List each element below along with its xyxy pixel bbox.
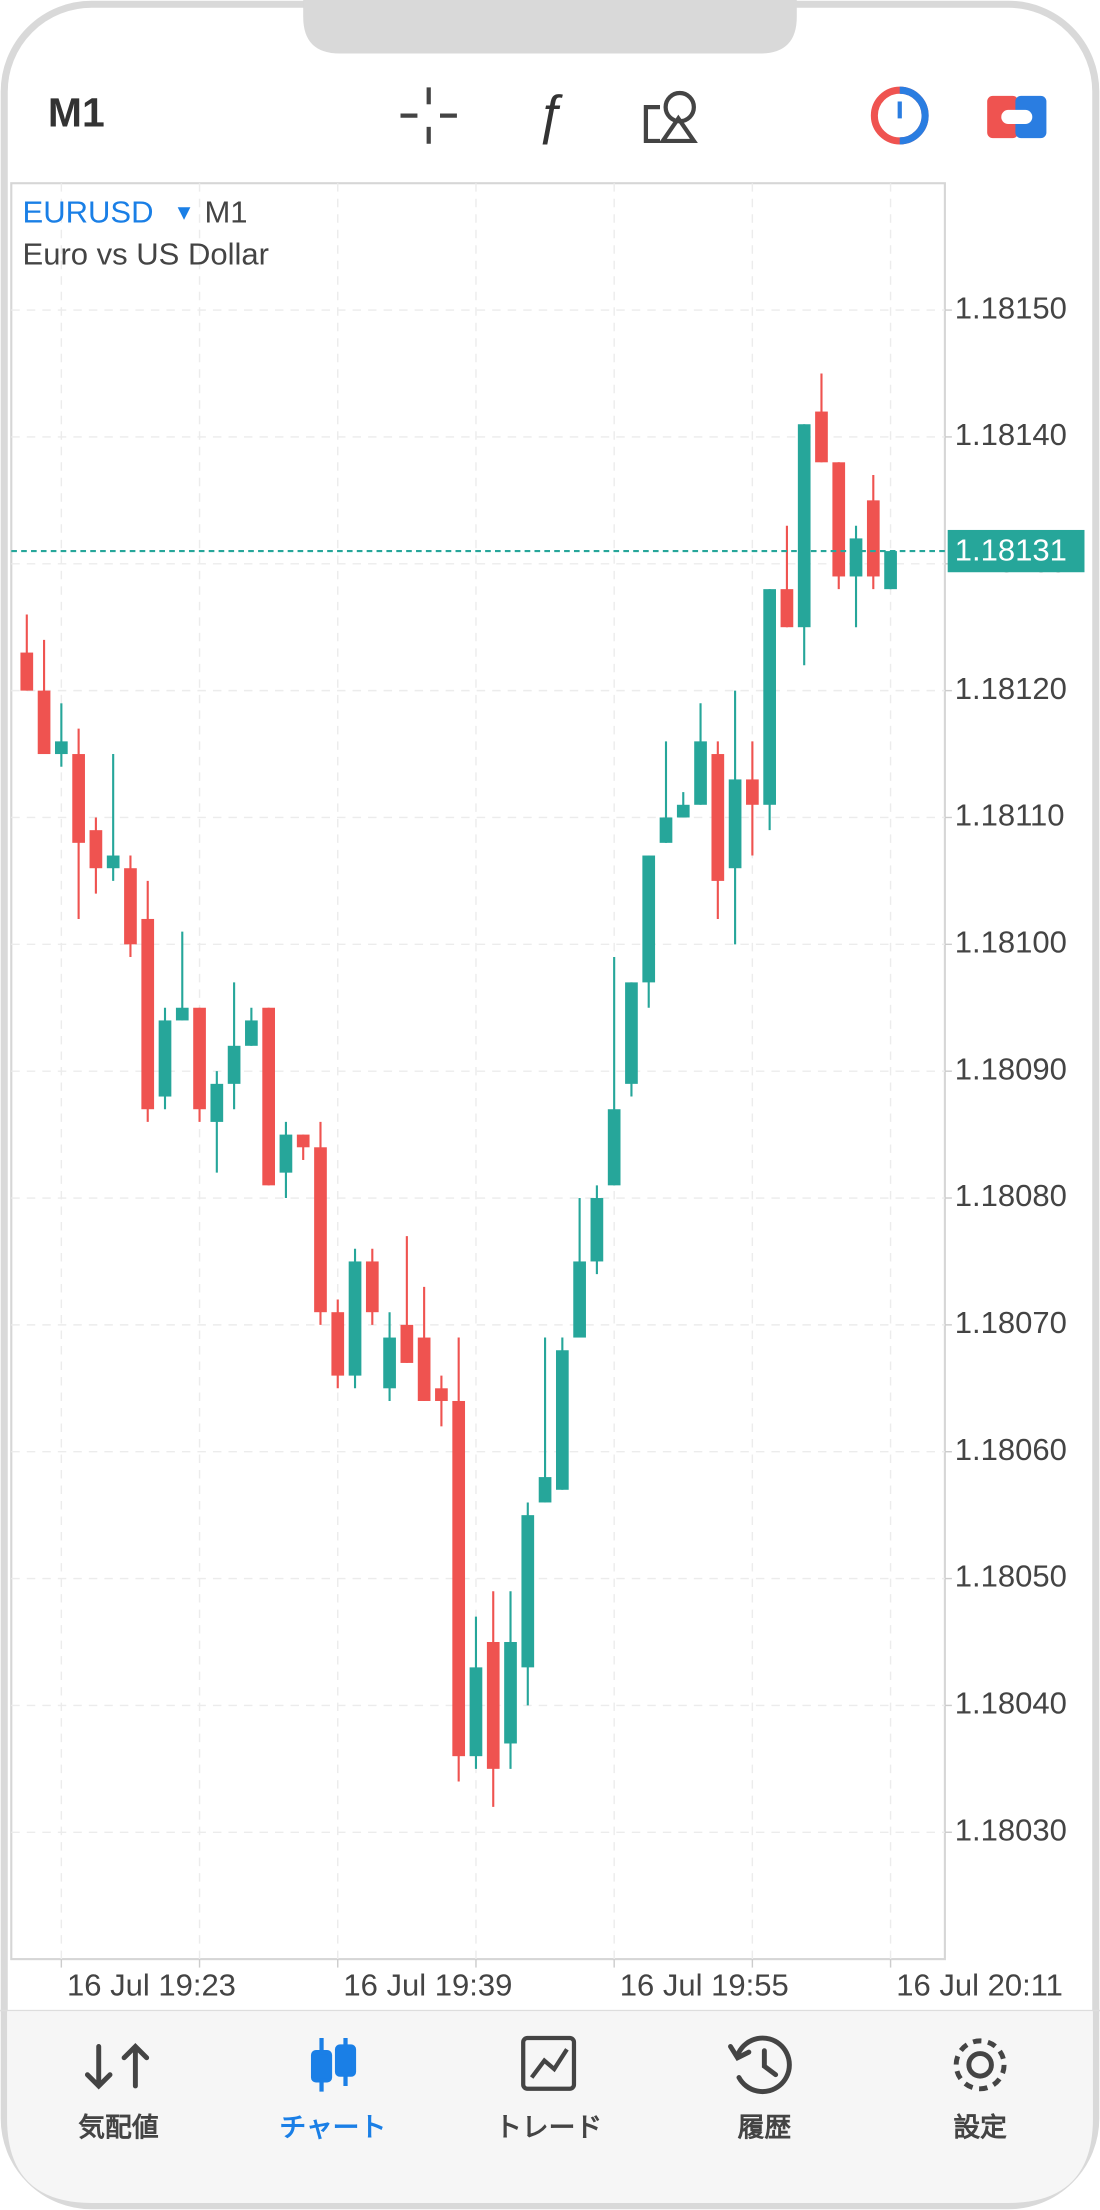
candle-body xyxy=(89,830,103,869)
candle-body xyxy=(245,1020,258,1046)
candle-body xyxy=(884,551,897,590)
candle-body xyxy=(815,411,828,463)
candle-body xyxy=(469,1667,483,1757)
notch xyxy=(303,0,797,54)
symbol-dropdown-arrow[interactable] xyxy=(177,207,191,220)
current-price-label: 1.18131 xyxy=(955,533,1067,568)
y-tick-label: 1.18150 xyxy=(955,290,1067,325)
y-tick-label: 1.18050 xyxy=(955,1559,1067,1594)
candle-body xyxy=(314,1147,327,1313)
tab-bar xyxy=(7,2011,1093,2203)
y-tick-label: 1.18030 xyxy=(955,1812,1067,1847)
candle-body xyxy=(193,1007,206,1110)
y-tick-label: 1.18140 xyxy=(955,417,1067,452)
candle-body xyxy=(262,1007,275,1186)
candle-body xyxy=(55,741,68,755)
candle-body xyxy=(832,462,846,577)
candle-body xyxy=(124,868,137,945)
candle-body xyxy=(365,1261,379,1313)
tab-label[interactable]: トレード xyxy=(495,2113,602,2143)
candle-body xyxy=(573,1261,586,1338)
candle-body xyxy=(590,1198,604,1262)
candle-body xyxy=(642,855,656,983)
candle-body xyxy=(780,589,794,628)
candle-body xyxy=(659,817,673,843)
crosshair-icon[interactable] xyxy=(400,87,457,144)
candle-body xyxy=(625,982,638,1084)
trade-tab-icon[interactable] xyxy=(521,2035,577,2091)
candle-body xyxy=(348,1261,362,1376)
candle-body xyxy=(331,1312,345,1376)
candle-body xyxy=(210,1083,224,1122)
y-tick-label: 1.18060 xyxy=(955,1432,1067,1467)
history-tab-icon[interactable] xyxy=(728,2035,792,2095)
candle-body xyxy=(400,1324,414,1363)
candle-body xyxy=(728,779,742,869)
chart-tab-icon[interactable] xyxy=(310,2038,357,2092)
candle-body xyxy=(607,1109,621,1186)
objects-icon[interactable] xyxy=(643,90,698,144)
candle-body xyxy=(555,1350,569,1490)
y-tick-label: 1.18080 xyxy=(955,1178,1067,1213)
candle-body xyxy=(486,1641,500,1769)
x-tick-label: 16 Jul 19:39 xyxy=(343,1968,512,2003)
tab-label[interactable]: 設定 xyxy=(953,2112,1007,2143)
candle-body xyxy=(72,754,85,843)
x-tick-label: 16 Jul 19:23 xyxy=(67,1968,236,2003)
candle-body xyxy=(158,1020,172,1097)
settings-tab-icon[interactable] xyxy=(953,2038,1007,2092)
candle-body xyxy=(763,589,776,805)
one-click-icon[interactable] xyxy=(870,86,929,145)
y-tick-label: 1.18090 xyxy=(955,1051,1067,1086)
candle-body xyxy=(106,855,120,869)
y-tick-label: 1.18120 xyxy=(955,671,1067,706)
candle-body xyxy=(746,779,759,805)
candle-body xyxy=(504,1641,517,1744)
y-tick-label: 1.18110 xyxy=(955,798,1065,833)
y-tick-label: 1.18040 xyxy=(955,1686,1067,1721)
x-tick-label: 16 Jul 19:55 xyxy=(620,1968,789,2003)
candle-body xyxy=(694,741,707,805)
candle-body xyxy=(866,500,880,577)
chart-timeframe: M1 xyxy=(204,194,247,229)
candle-body xyxy=(20,652,34,691)
candle-body xyxy=(711,754,725,881)
candle-body xyxy=(849,538,863,577)
current-price-box xyxy=(947,529,1085,573)
indicators-icon[interactable]: ƒ xyxy=(535,86,565,146)
candle-body xyxy=(435,1388,448,1401)
candle-body xyxy=(175,1007,189,1021)
y-tick-label: 1.18100 xyxy=(955,925,1067,960)
candle-body xyxy=(37,690,51,755)
tab-label[interactable]: 気配値 xyxy=(78,2112,159,2143)
candle-body xyxy=(676,804,690,818)
candle-body xyxy=(452,1400,466,1757)
tab-label[interactable]: 履歴 xyxy=(738,2113,792,2143)
candle-body xyxy=(383,1337,396,1389)
candle-body xyxy=(538,1477,552,1503)
timeframe-button[interactable]: M1 xyxy=(48,89,105,135)
quotes-tab-icon[interactable] xyxy=(84,2043,150,2090)
candle-body xyxy=(296,1134,310,1148)
y-tick-label: 1.18070 xyxy=(955,1305,1067,1340)
symbol-description: Euro vs US Dollar xyxy=(23,237,269,272)
candle-body xyxy=(279,1134,293,1173)
tab-label[interactable]: チャート xyxy=(279,2113,386,2143)
candle-body xyxy=(797,424,811,628)
candle-body xyxy=(521,1515,535,1668)
symbol[interactable]: EURUSD xyxy=(23,194,154,229)
candle-body xyxy=(417,1337,431,1401)
tab-bar-border xyxy=(0,2009,1100,2012)
x-tick-label: 16 Jul 20:11 xyxy=(896,1968,1063,2003)
candle-body xyxy=(227,1045,241,1084)
candle-body xyxy=(141,918,155,1110)
trade-icon[interactable] xyxy=(987,95,1047,139)
